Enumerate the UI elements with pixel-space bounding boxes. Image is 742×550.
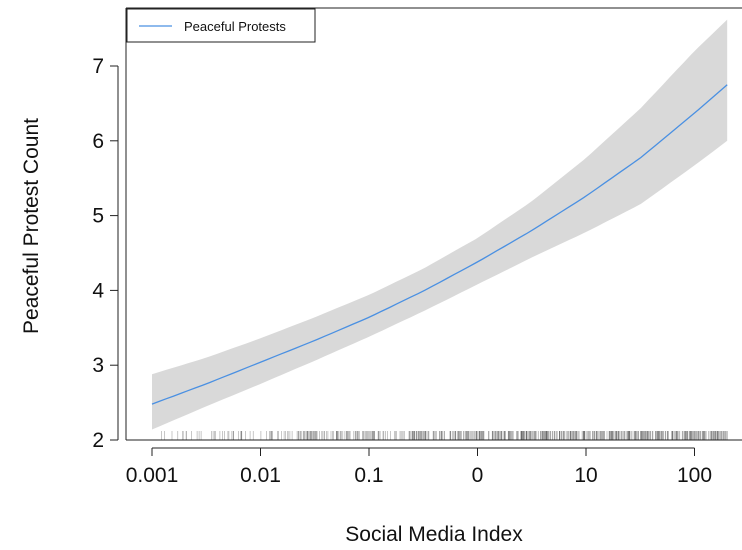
- y-tick-label: 3: [92, 354, 104, 377]
- series-line-peaceful-protests: [151, 84, 728, 405]
- x-tick-label: 100: [677, 464, 712, 487]
- y-tick-label: 6: [92, 130, 104, 153]
- legend: Peaceful Protests: [126, 8, 316, 43]
- x-axis: 0.001 0.01 0.1 0 10 100: [126, 447, 712, 487]
- x-axis-title: Social Media Index: [345, 523, 523, 546]
- x-tick-label: 10: [574, 464, 597, 487]
- x-tick-label: 0: [472, 464, 484, 487]
- y-axis: 2 3 4 5 6 7: [92, 55, 119, 452]
- x-tick-label: 0.01: [240, 464, 281, 487]
- y-tick-label: 4: [92, 279, 104, 302]
- legend-label-peaceful-protests: Peaceful Protests: [184, 19, 286, 34]
- y-axis-title: Peaceful Protest Count: [20, 118, 43, 334]
- y-tick-label: 5: [92, 205, 104, 228]
- y-tick-label: 7: [92, 55, 104, 78]
- confidence-band-layer: [152, 19, 728, 430]
- series-line-layer: [151, 84, 728, 405]
- y-tick-label: 2: [92, 429, 104, 452]
- x-tick-label: 0.1: [354, 464, 383, 487]
- rug-layer: [161, 431, 728, 440]
- x-tick-label: 0.001: [126, 464, 179, 487]
- confidence-band: [152, 19, 728, 430]
